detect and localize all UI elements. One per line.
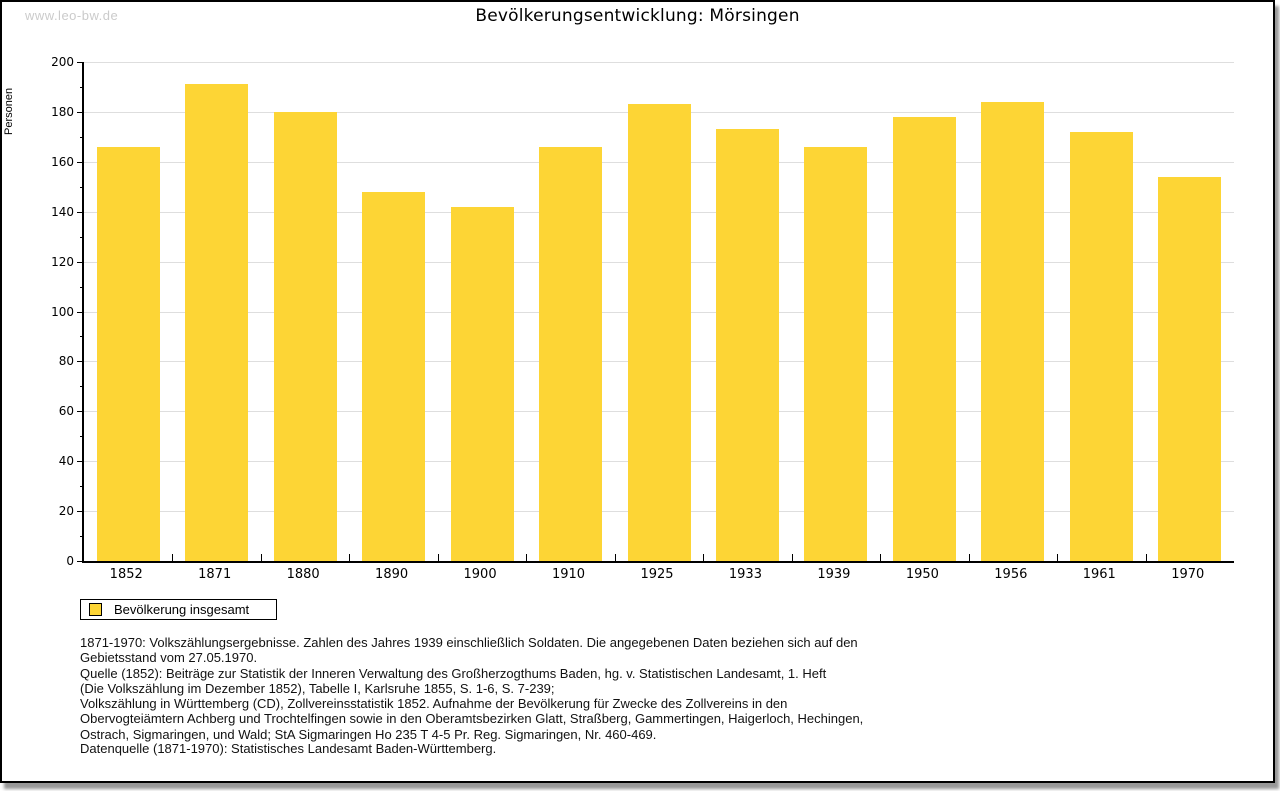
y-axis-tick bbox=[80, 486, 84, 488]
x-tick-label: 1910 bbox=[551, 567, 586, 582]
y-axis-tick bbox=[77, 361, 84, 363]
y-axis-tick bbox=[80, 286, 84, 288]
y-axis-tick bbox=[77, 161, 84, 163]
legend-label: Bevölkerung insgesamt bbox=[114, 602, 250, 617]
x-tick-label: 1933 bbox=[728, 567, 762, 582]
bar-1939 bbox=[804, 146, 868, 561]
y-axis-tick bbox=[80, 186, 84, 188]
footnote-line: Gebietsstand vom 27.05.1970. bbox=[80, 650, 258, 666]
y-axis-tick bbox=[80, 136, 84, 138]
y-axis-tick bbox=[77, 211, 84, 213]
y-axis-tick bbox=[80, 236, 84, 238]
y-axis-tick bbox=[77, 561, 84, 562]
bar-1880 bbox=[273, 111, 337, 561]
y-axis-tick bbox=[77, 411, 84, 413]
x-axis-tick bbox=[792, 554, 793, 561]
x-tick-label: 1970 bbox=[1171, 567, 1205, 582]
footnotes: 1871-1970: Volkszählungsergebnisse. Zahl… bbox=[80, 635, 863, 742]
y-tick-label: 160 bbox=[51, 154, 74, 169]
legend: Bevölkerung insgesamt bbox=[80, 599, 277, 620]
x-axis-tick bbox=[969, 554, 970, 561]
x-tick-label: 1939 bbox=[817, 567, 851, 582]
y-tick-label: 140 bbox=[51, 204, 74, 219]
bar-1900 bbox=[450, 206, 514, 561]
legend-swatch-icon bbox=[89, 603, 102, 616]
y-tick-label: 60 bbox=[58, 404, 74, 419]
chart-title: Bevölkerungsentwicklung: Mörsingen bbox=[475, 6, 800, 26]
bar-1871 bbox=[185, 84, 249, 561]
x-axis-tick bbox=[526, 554, 527, 561]
y-tick-label: 0 bbox=[66, 554, 74, 568]
x-axis-tick bbox=[880, 554, 881, 561]
bar-1890 bbox=[362, 191, 426, 561]
bar-1956 bbox=[981, 101, 1045, 561]
y-tick-label: 180 bbox=[51, 104, 74, 119]
x-axis-tick bbox=[349, 554, 350, 561]
y-axis-tick bbox=[77, 62, 84, 63]
plot-area bbox=[77, 62, 1234, 563]
datasource-line: Datenquelle (1871-1970): Statistisches L… bbox=[80, 741, 497, 756]
bar-1852 bbox=[96, 146, 160, 561]
footnote-line: Volkszählung in Württemberg (CD), Zollve… bbox=[80, 696, 788, 712]
y-axis-tick bbox=[80, 86, 84, 88]
x-tick-label: 1961 bbox=[1082, 567, 1116, 582]
y-tick-label: 100 bbox=[51, 304, 74, 319]
x-tick-label: 1890 bbox=[375, 567, 409, 582]
y-tick-label: 120 bbox=[51, 254, 74, 269]
x-axis-tick bbox=[1057, 554, 1058, 561]
footnote-line: 1871-1970: Volkszählungsergebnisse. Zahl… bbox=[80, 635, 858, 650]
y-axis-tick bbox=[77, 311, 84, 313]
watermark: www.leo-bw.de bbox=[25, 8, 119, 23]
x-axis-tick bbox=[615, 554, 616, 561]
x-axis-tick bbox=[172, 554, 173, 561]
y-axis-tick bbox=[80, 436, 84, 438]
x-tick-label: 1925 bbox=[640, 567, 674, 582]
y-tick-label: 80 bbox=[58, 354, 74, 369]
x-tick-label: 1852 bbox=[109, 567, 143, 582]
x-tick-label: 1871 bbox=[198, 567, 232, 582]
y-axis-tick bbox=[80, 536, 84, 538]
bar-1933 bbox=[715, 129, 779, 561]
footnote-line: (Die Volkszählung im Dezember 1852), Tab… bbox=[80, 680, 555, 696]
x-axis-tick bbox=[261, 554, 262, 561]
y-tick-label: 20 bbox=[58, 504, 74, 519]
y-axis-tick bbox=[80, 336, 84, 338]
y-axis-tick bbox=[77, 111, 84, 113]
bar-1950 bbox=[892, 116, 956, 561]
x-axis-tick bbox=[1146, 554, 1147, 561]
gridline bbox=[84, 62, 1234, 63]
x-tick-label: 1950 bbox=[905, 567, 939, 582]
bar-1961 bbox=[1069, 131, 1133, 561]
y-axis-tick bbox=[77, 461, 84, 463]
y-tick-label: 200 bbox=[51, 55, 74, 69]
x-axis-tick bbox=[703, 554, 704, 561]
x-tick-label: 1900 bbox=[463, 567, 497, 582]
x-tick-label: 1880 bbox=[286, 567, 320, 582]
footnote-line: Ostrach, Sigmaringen, und Wald; StA Sigm… bbox=[80, 726, 657, 742]
y-axis-tick bbox=[77, 511, 84, 513]
y-axis-tick bbox=[77, 261, 84, 263]
footnote-line: Quelle (1852): Beiträge zur Statistik de… bbox=[80, 665, 827, 681]
bar-1925 bbox=[627, 104, 691, 561]
x-tick-label: 1956 bbox=[994, 567, 1028, 582]
bar-1910 bbox=[539, 146, 603, 561]
bar-1970 bbox=[1158, 176, 1222, 561]
footnote-line: Obervogteiämtern Achberg und Trochtelfin… bbox=[80, 711, 864, 727]
y-tick-label: 40 bbox=[58, 454, 74, 469]
x-axis-tick bbox=[438, 554, 439, 561]
y-axis-tick bbox=[80, 386, 84, 388]
